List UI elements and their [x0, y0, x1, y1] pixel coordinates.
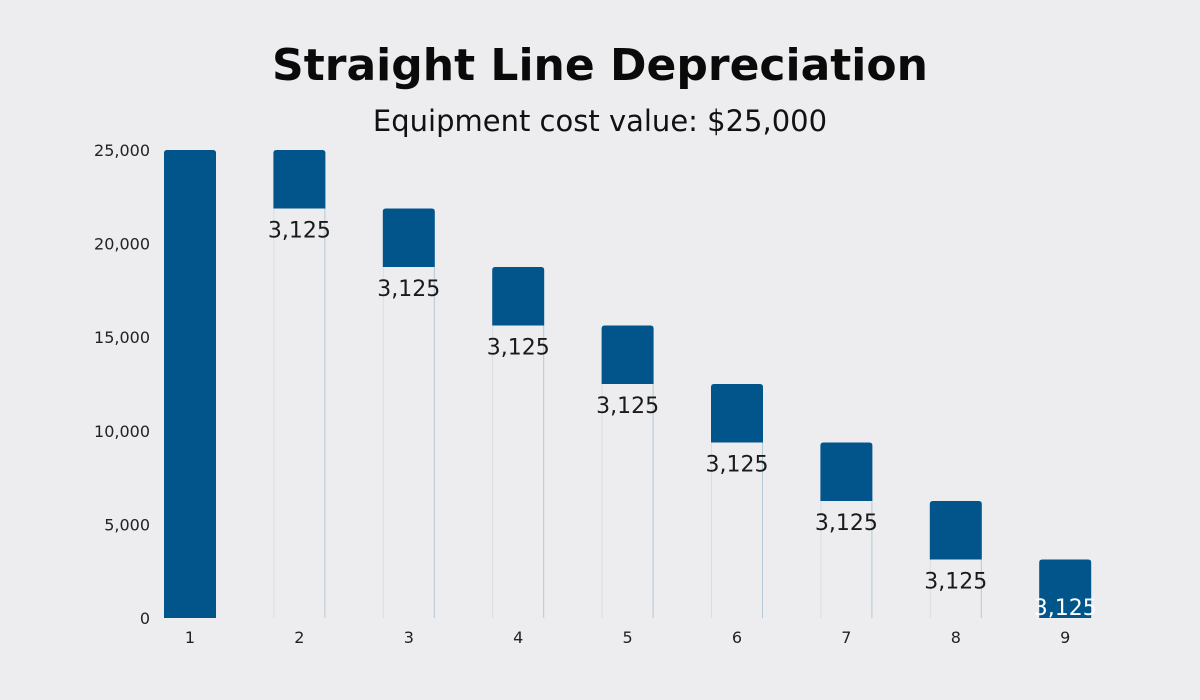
y-tick-label: 0 — [140, 609, 150, 628]
x-axis: 1 2 3 4 5 6 7 8 9 — [185, 628, 1070, 647]
base-bar — [273, 208, 326, 618]
data-label: 3,125 — [815, 511, 878, 536]
y-tick-label: 15,000 — [94, 328, 150, 347]
base-bar — [820, 501, 873, 618]
value-bar — [273, 150, 326, 209]
x-tick-label: 4 — [513, 628, 523, 647]
base-bar — [492, 325, 545, 618]
value-bar — [820, 442, 873, 501]
base-bar — [382, 267, 435, 618]
x-tick-label: 2 — [294, 628, 304, 647]
x-tick-label: 8 — [951, 628, 961, 647]
bars — [164, 150, 1092, 618]
data-label: 3,125 — [377, 277, 440, 302]
value-bar — [382, 208, 435, 267]
value-bar — [711, 384, 763, 443]
chart-subtitle: Equipment cost value: $25,000 — [372, 104, 828, 138]
data-label: 3,125 — [924, 570, 987, 595]
chart-title: Straight Line Depreciation — [272, 40, 928, 91]
x-tick-label: 9 — [1060, 628, 1070, 647]
y-tick-label: 5,000 — [104, 515, 150, 534]
y-tick-label: 20,000 — [94, 235, 150, 254]
x-tick-label: 1 — [185, 628, 195, 647]
value-bar — [164, 150, 216, 618]
base-bar — [601, 384, 654, 618]
x-tick-label: 5 — [623, 628, 633, 647]
x-tick-label: 7 — [841, 628, 851, 647]
value-bar — [1039, 559, 1092, 618]
value-bar — [492, 267, 545, 326]
data-label: 3,125 — [706, 453, 769, 478]
data-label: 3,125 — [1034, 596, 1097, 621]
y-axis: 0 5,000 10,000 15,000 20,000 25,000 — [94, 141, 150, 628]
value-bar — [929, 501, 982, 560]
data-label: 3,125 — [596, 394, 659, 419]
data-labels: 3,125 3,125 3,125 3,125 3,125 3,125 3,125 3,125 — [268, 219, 1097, 622]
data-label: 3,125 — [487, 336, 550, 361]
x-tick-label: 6 — [732, 628, 742, 647]
y-tick-label: 25,000 — [94, 141, 150, 160]
x-tick-label: 3 — [404, 628, 414, 647]
y-tick-label: 10,000 — [94, 422, 150, 441]
base-bar — [929, 559, 982, 618]
base-bar — [711, 442, 763, 618]
value-bar — [601, 325, 654, 384]
data-label: 3,125 — [268, 219, 331, 244]
